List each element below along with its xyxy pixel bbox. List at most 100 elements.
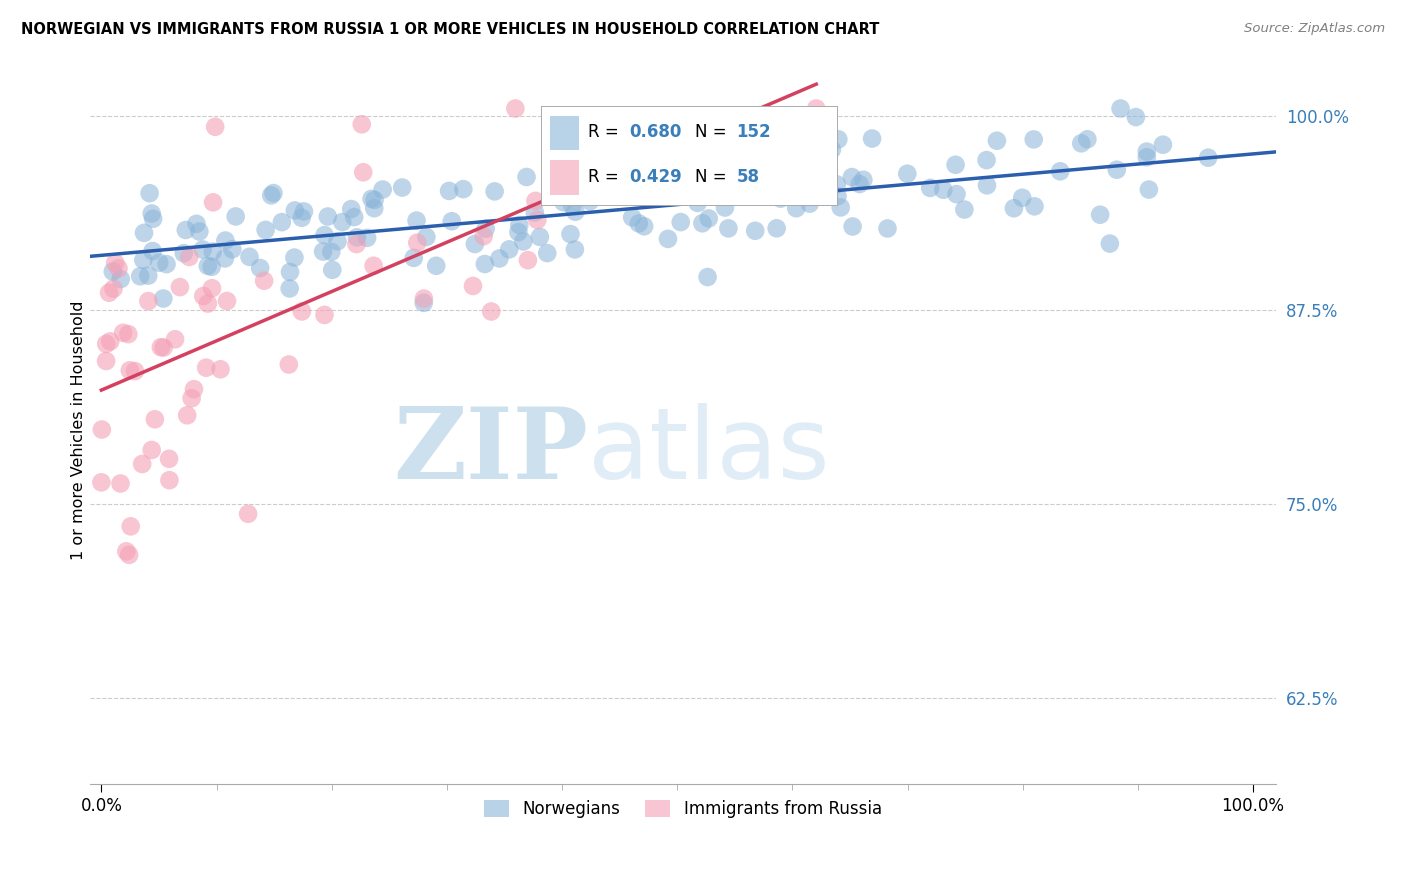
Point bbox=[176, 409, 198, 423]
Point bbox=[363, 201, 385, 215]
Point bbox=[1125, 110, 1147, 124]
Point bbox=[1049, 164, 1071, 178]
Point bbox=[821, 143, 844, 157]
Point bbox=[1197, 151, 1219, 165]
Point bbox=[841, 170, 863, 185]
Point bbox=[564, 243, 586, 257]
Point bbox=[204, 120, 226, 134]
Point bbox=[191, 243, 214, 257]
Point bbox=[321, 244, 343, 259]
Point bbox=[769, 192, 792, 206]
Point bbox=[278, 265, 301, 279]
Point bbox=[284, 203, 307, 218]
Point bbox=[291, 211, 314, 225]
Point bbox=[152, 292, 174, 306]
Point bbox=[165, 332, 187, 346]
Point bbox=[714, 175, 737, 189]
Point bbox=[553, 195, 575, 210]
Point bbox=[214, 234, 236, 248]
Point bbox=[197, 259, 219, 273]
Point bbox=[827, 189, 849, 203]
Point bbox=[278, 281, 301, 295]
Point bbox=[138, 186, 160, 201]
Point bbox=[141, 206, 163, 220]
Point bbox=[612, 178, 634, 193]
Point bbox=[714, 185, 737, 199]
Point bbox=[149, 340, 172, 354]
Point bbox=[104, 256, 127, 270]
Point bbox=[505, 102, 527, 116]
Point bbox=[976, 153, 998, 167]
Point bbox=[827, 132, 849, 146]
Point bbox=[799, 161, 821, 175]
Point bbox=[90, 423, 112, 437]
Point bbox=[765, 221, 787, 235]
Point bbox=[976, 178, 998, 193]
Point bbox=[115, 544, 138, 558]
Point bbox=[215, 293, 238, 308]
Point bbox=[90, 475, 112, 490]
Point bbox=[692, 163, 714, 178]
Point bbox=[529, 230, 551, 244]
Point bbox=[330, 215, 353, 229]
Point bbox=[236, 507, 259, 521]
Point bbox=[576, 186, 599, 201]
Point bbox=[945, 158, 967, 172]
Point bbox=[717, 221, 740, 235]
Point bbox=[406, 235, 429, 250]
Point bbox=[132, 226, 155, 240]
Point bbox=[1022, 132, 1045, 146]
Point bbox=[440, 214, 463, 228]
Point bbox=[270, 215, 292, 229]
Point bbox=[876, 221, 898, 235]
Point bbox=[744, 224, 766, 238]
Point bbox=[474, 257, 496, 271]
Point bbox=[132, 252, 155, 267]
Point bbox=[633, 219, 655, 234]
Point bbox=[120, 519, 142, 533]
Point bbox=[1088, 208, 1111, 222]
Y-axis label: 1 or more Vehicles in Household: 1 or more Vehicles in Household bbox=[72, 301, 86, 560]
Point bbox=[136, 268, 159, 283]
Point bbox=[118, 363, 141, 377]
Point bbox=[371, 182, 394, 196]
Point bbox=[474, 221, 496, 235]
Point bbox=[131, 457, 153, 471]
Text: atlas: atlas bbox=[588, 403, 830, 500]
Point bbox=[391, 180, 413, 194]
Point bbox=[173, 246, 195, 260]
Point bbox=[195, 360, 218, 375]
Point bbox=[343, 210, 366, 224]
Point bbox=[238, 250, 260, 264]
Legend: Norwegians, Immigrants from Russia: Norwegians, Immigrants from Russia bbox=[478, 793, 889, 825]
Point bbox=[363, 259, 385, 273]
Point bbox=[817, 177, 839, 191]
Point bbox=[193, 289, 215, 303]
Point bbox=[202, 195, 225, 210]
Point bbox=[152, 341, 174, 355]
Point bbox=[159, 473, 181, 487]
Point bbox=[225, 210, 247, 224]
Point bbox=[292, 204, 315, 219]
Point bbox=[686, 196, 709, 211]
Point bbox=[461, 279, 484, 293]
Point bbox=[201, 244, 224, 259]
Point bbox=[412, 292, 434, 306]
Point bbox=[621, 211, 644, 225]
Point bbox=[350, 117, 373, 131]
Point bbox=[197, 296, 219, 310]
Point bbox=[953, 202, 976, 217]
Point bbox=[945, 187, 967, 202]
Point bbox=[727, 166, 749, 180]
Point bbox=[316, 210, 339, 224]
Point bbox=[560, 227, 582, 241]
Point bbox=[221, 242, 243, 256]
Point bbox=[283, 251, 305, 265]
Point bbox=[188, 225, 211, 239]
Point bbox=[799, 196, 821, 211]
Point bbox=[526, 213, 548, 227]
Point bbox=[1137, 183, 1160, 197]
Point bbox=[110, 476, 132, 491]
Point bbox=[1070, 136, 1092, 151]
Point bbox=[508, 225, 530, 239]
